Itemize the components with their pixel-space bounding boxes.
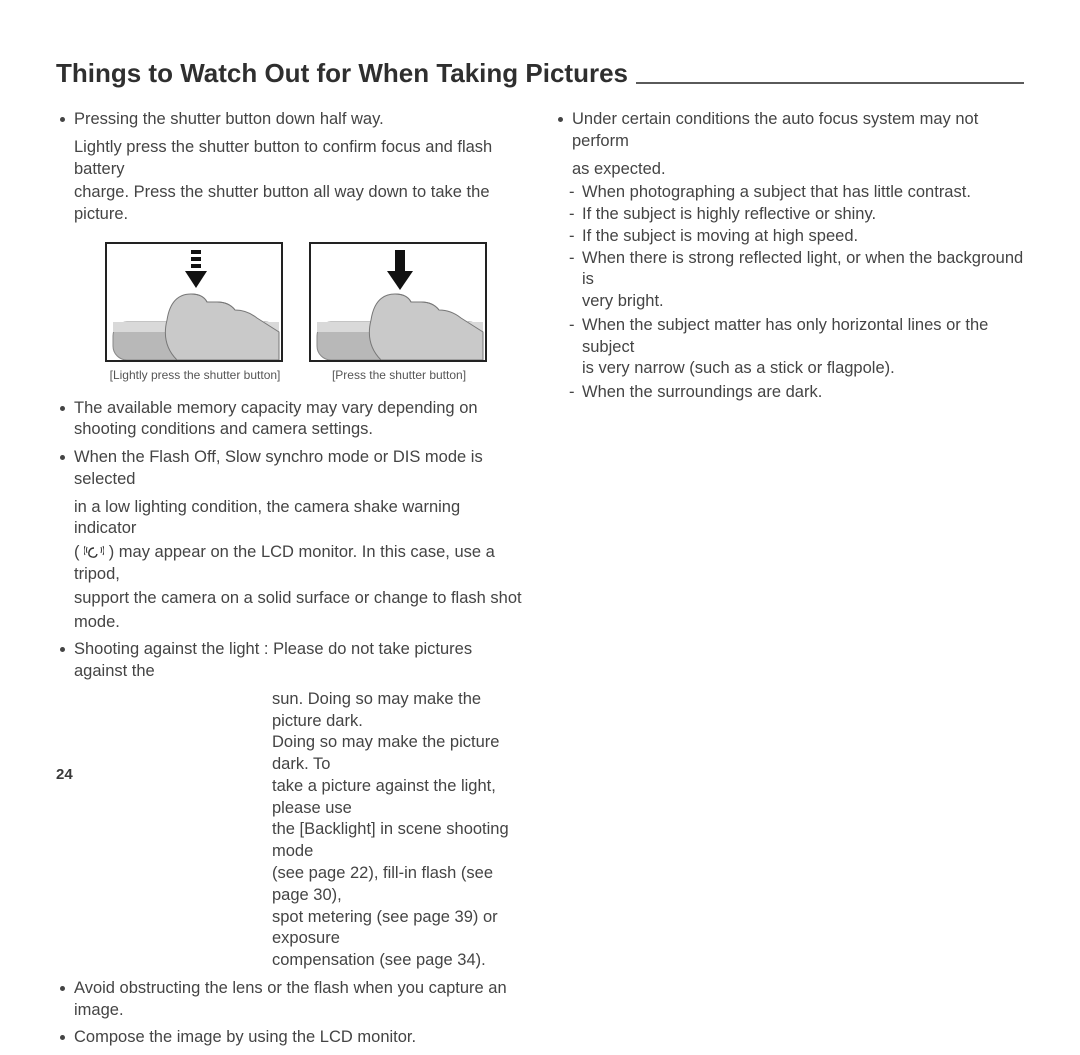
bullet-shutter-halfway: Pressing the shutter button down half wa… (56, 109, 526, 131)
figure-box (309, 242, 487, 362)
full-press-illustration (311, 244, 487, 362)
bullet-memory: The available memory capacity may vary d… (56, 398, 526, 442)
af-cond-dark: When the surroundings are dark. (554, 382, 1024, 404)
text: (see page 22), fill-in flash (see page 3… (56, 863, 526, 907)
text: as expected. (554, 159, 1024, 181)
bullet-autofocus: Under certain conditions the auto focus … (554, 109, 1024, 153)
shutter-figures: [Lightly press the shutter button] (56, 242, 526, 384)
title-rule (636, 82, 1024, 84)
bullet-obstruct: Avoid obstructing the lens or the flash … (56, 978, 526, 1022)
af-cond-horizontal: When the subject matter has only horizon… (554, 315, 1024, 359)
af-cond-contrast: When photographing a subject that has li… (554, 182, 1024, 204)
shake-line: ( ) may appear on the LCD monitor. In th… (56, 542, 526, 586)
right-column: Under certain conditions the auto focus … (554, 109, 1024, 1055)
af-cond-reflective: If the subject is highly reflective or s… (554, 204, 1024, 226)
text: spot metering (see page 39) or exposure (56, 907, 526, 951)
page-title-row: Things to Watch Out for When Taking Pict… (56, 58, 1024, 89)
text: Lightly press the shutter button to conf… (56, 137, 526, 181)
text: mode. (56, 612, 526, 634)
text: the [Backlight] in scene shooting mode (56, 819, 526, 863)
page-number: 24 (56, 766, 73, 783)
light-press-illustration (107, 244, 283, 362)
text: When the Flash Off, Slow synchro mode or… (74, 448, 483, 488)
left-column: Pressing the shutter button down half wa… (56, 109, 526, 1055)
text: compensation (see page 34). (56, 950, 526, 972)
text: support the camera on a solid surface or… (56, 588, 526, 610)
text: Under certain conditions the auto focus … (572, 110, 978, 150)
text: is very narrow (such as a stick or flagp… (554, 358, 1024, 380)
text: charge. Press the shutter button all way… (56, 182, 526, 226)
text: Doing so may make the picture dark. To (56, 732, 526, 776)
bullet-shake-warning: When the Flash Off, Slow synchro mode or… (56, 447, 526, 491)
bullet-against-light: Shooting against the light : Please do n… (56, 639, 526, 683)
bullet-compose: Compose the image by using the LCD monit… (56, 1027, 526, 1049)
text: Shooting against the light : (74, 640, 273, 658)
text: very bright. (554, 291, 1024, 313)
text: take a picture against the light, please… (56, 776, 526, 820)
figure-light-press: [Lightly press the shutter button] (105, 242, 285, 384)
af-cond-bright: When there is strong reflected light, or… (554, 248, 1024, 292)
af-cond-speed: If the subject is moving at high speed. (554, 226, 1024, 248)
figure-caption: [Press the shutter button] (309, 368, 489, 384)
text: Pressing the shutter button down half wa… (74, 110, 384, 128)
figure-full-press: [Press the shutter button] (309, 242, 489, 384)
text: in a low lighting condition, the camera … (56, 497, 526, 541)
figure-box (105, 242, 283, 362)
text: sun. Doing so may make the picture dark. (56, 689, 526, 733)
content-columns: Pressing the shutter button down half wa… (56, 109, 1024, 1055)
text: ) may appear on the LCD monitor. In this… (74, 543, 495, 583)
page-title: Things to Watch Out for When Taking Pict… (56, 58, 636, 89)
text: ( (74, 543, 80, 561)
figure-caption: [Lightly press the shutter button] (105, 368, 285, 384)
camera-shake-icon (84, 544, 104, 560)
